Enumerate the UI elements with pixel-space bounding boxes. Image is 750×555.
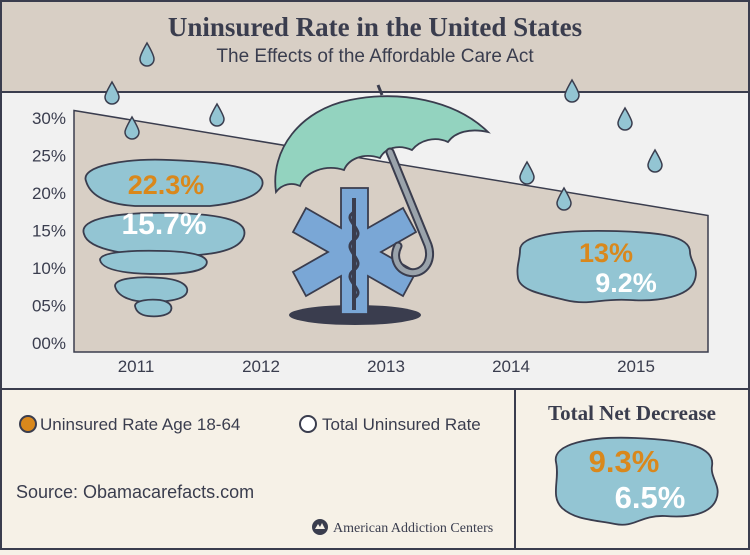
legend: Uninsured Rate Age 18-64 Total Uninsured… <box>19 415 481 434</box>
raindrop-icon <box>104 80 120 105</box>
y-tick-label: 00% <box>32 334 66 353</box>
umbrella-icon <box>274 84 491 278</box>
net-decrease-title: Total Net Decrease <box>548 401 716 425</box>
raindrop-icon <box>556 186 572 211</box>
net-decrease-age-18-64: 9.3% <box>589 444 660 479</box>
x-tick-label: 2011 <box>118 357 155 376</box>
x-tick-label: 2014 <box>492 357 530 376</box>
page-title: Uninsured Rate in the United States <box>168 12 582 42</box>
raindrop-icon <box>564 78 580 103</box>
y-tick-label: 05% <box>32 297 66 316</box>
raindrop-icon <box>209 102 225 127</box>
callout-cloud-2011 <box>82 158 264 318</box>
brand-name: American Addiction Centers <box>333 521 493 536</box>
x-tick-label: 2013 <box>367 357 405 376</box>
raindrop-icon <box>139 41 155 67</box>
y-tick-label: 20% <box>32 184 66 203</box>
y-tick-label: 30% <box>32 109 66 128</box>
x-axis: 2011 2012 2013 2014 2015 <box>118 357 655 376</box>
data-label-2015-total: 9.2% <box>595 268 657 298</box>
y-tick-label: 10% <box>32 259 66 278</box>
raindrop-icon <box>617 106 633 131</box>
net-decrease-total: 6.5% <box>615 480 686 515</box>
raindrop-icon <box>647 148 663 173</box>
brand: American Addiction Centers <box>312 519 493 536</box>
y-tick-label: 15% <box>32 222 66 241</box>
page-subtitle: The Effects of the Affordable Care Act <box>216 46 534 67</box>
legend-marker-age-18-64 <box>19 415 37 433</box>
data-label-2011-age-18-64: 22.3% <box>128 170 205 200</box>
legend-label-age-18-64: Uninsured Rate Age 18-64 <box>40 415 240 434</box>
source-text: Source: Obamacarefacts.com <box>16 482 254 502</box>
legend-marker-total <box>299 415 317 433</box>
y-tick-label: 25% <box>32 147 66 166</box>
data-label-2015-age-18-64: 13% <box>579 238 633 268</box>
legend-label-total: Total Uninsured Rate <box>322 415 481 434</box>
header-panel <box>0 0 750 93</box>
x-tick-label: 2015 <box>617 357 655 376</box>
star-of-life-icon <box>289 187 421 325</box>
callout-puddle-2015 <box>516 229 697 304</box>
data-label-2011-total: 15.7% <box>121 208 206 241</box>
raindrop-icon <box>519 160 535 185</box>
raindrops <box>104 78 663 211</box>
net-decrease-puddle <box>554 436 719 526</box>
y-axis: 00% 05% 10% 15% 20% 25% 30% <box>32 109 66 353</box>
x-tick-label: 2012 <box>242 357 280 376</box>
raindrop-icon <box>124 115 140 140</box>
